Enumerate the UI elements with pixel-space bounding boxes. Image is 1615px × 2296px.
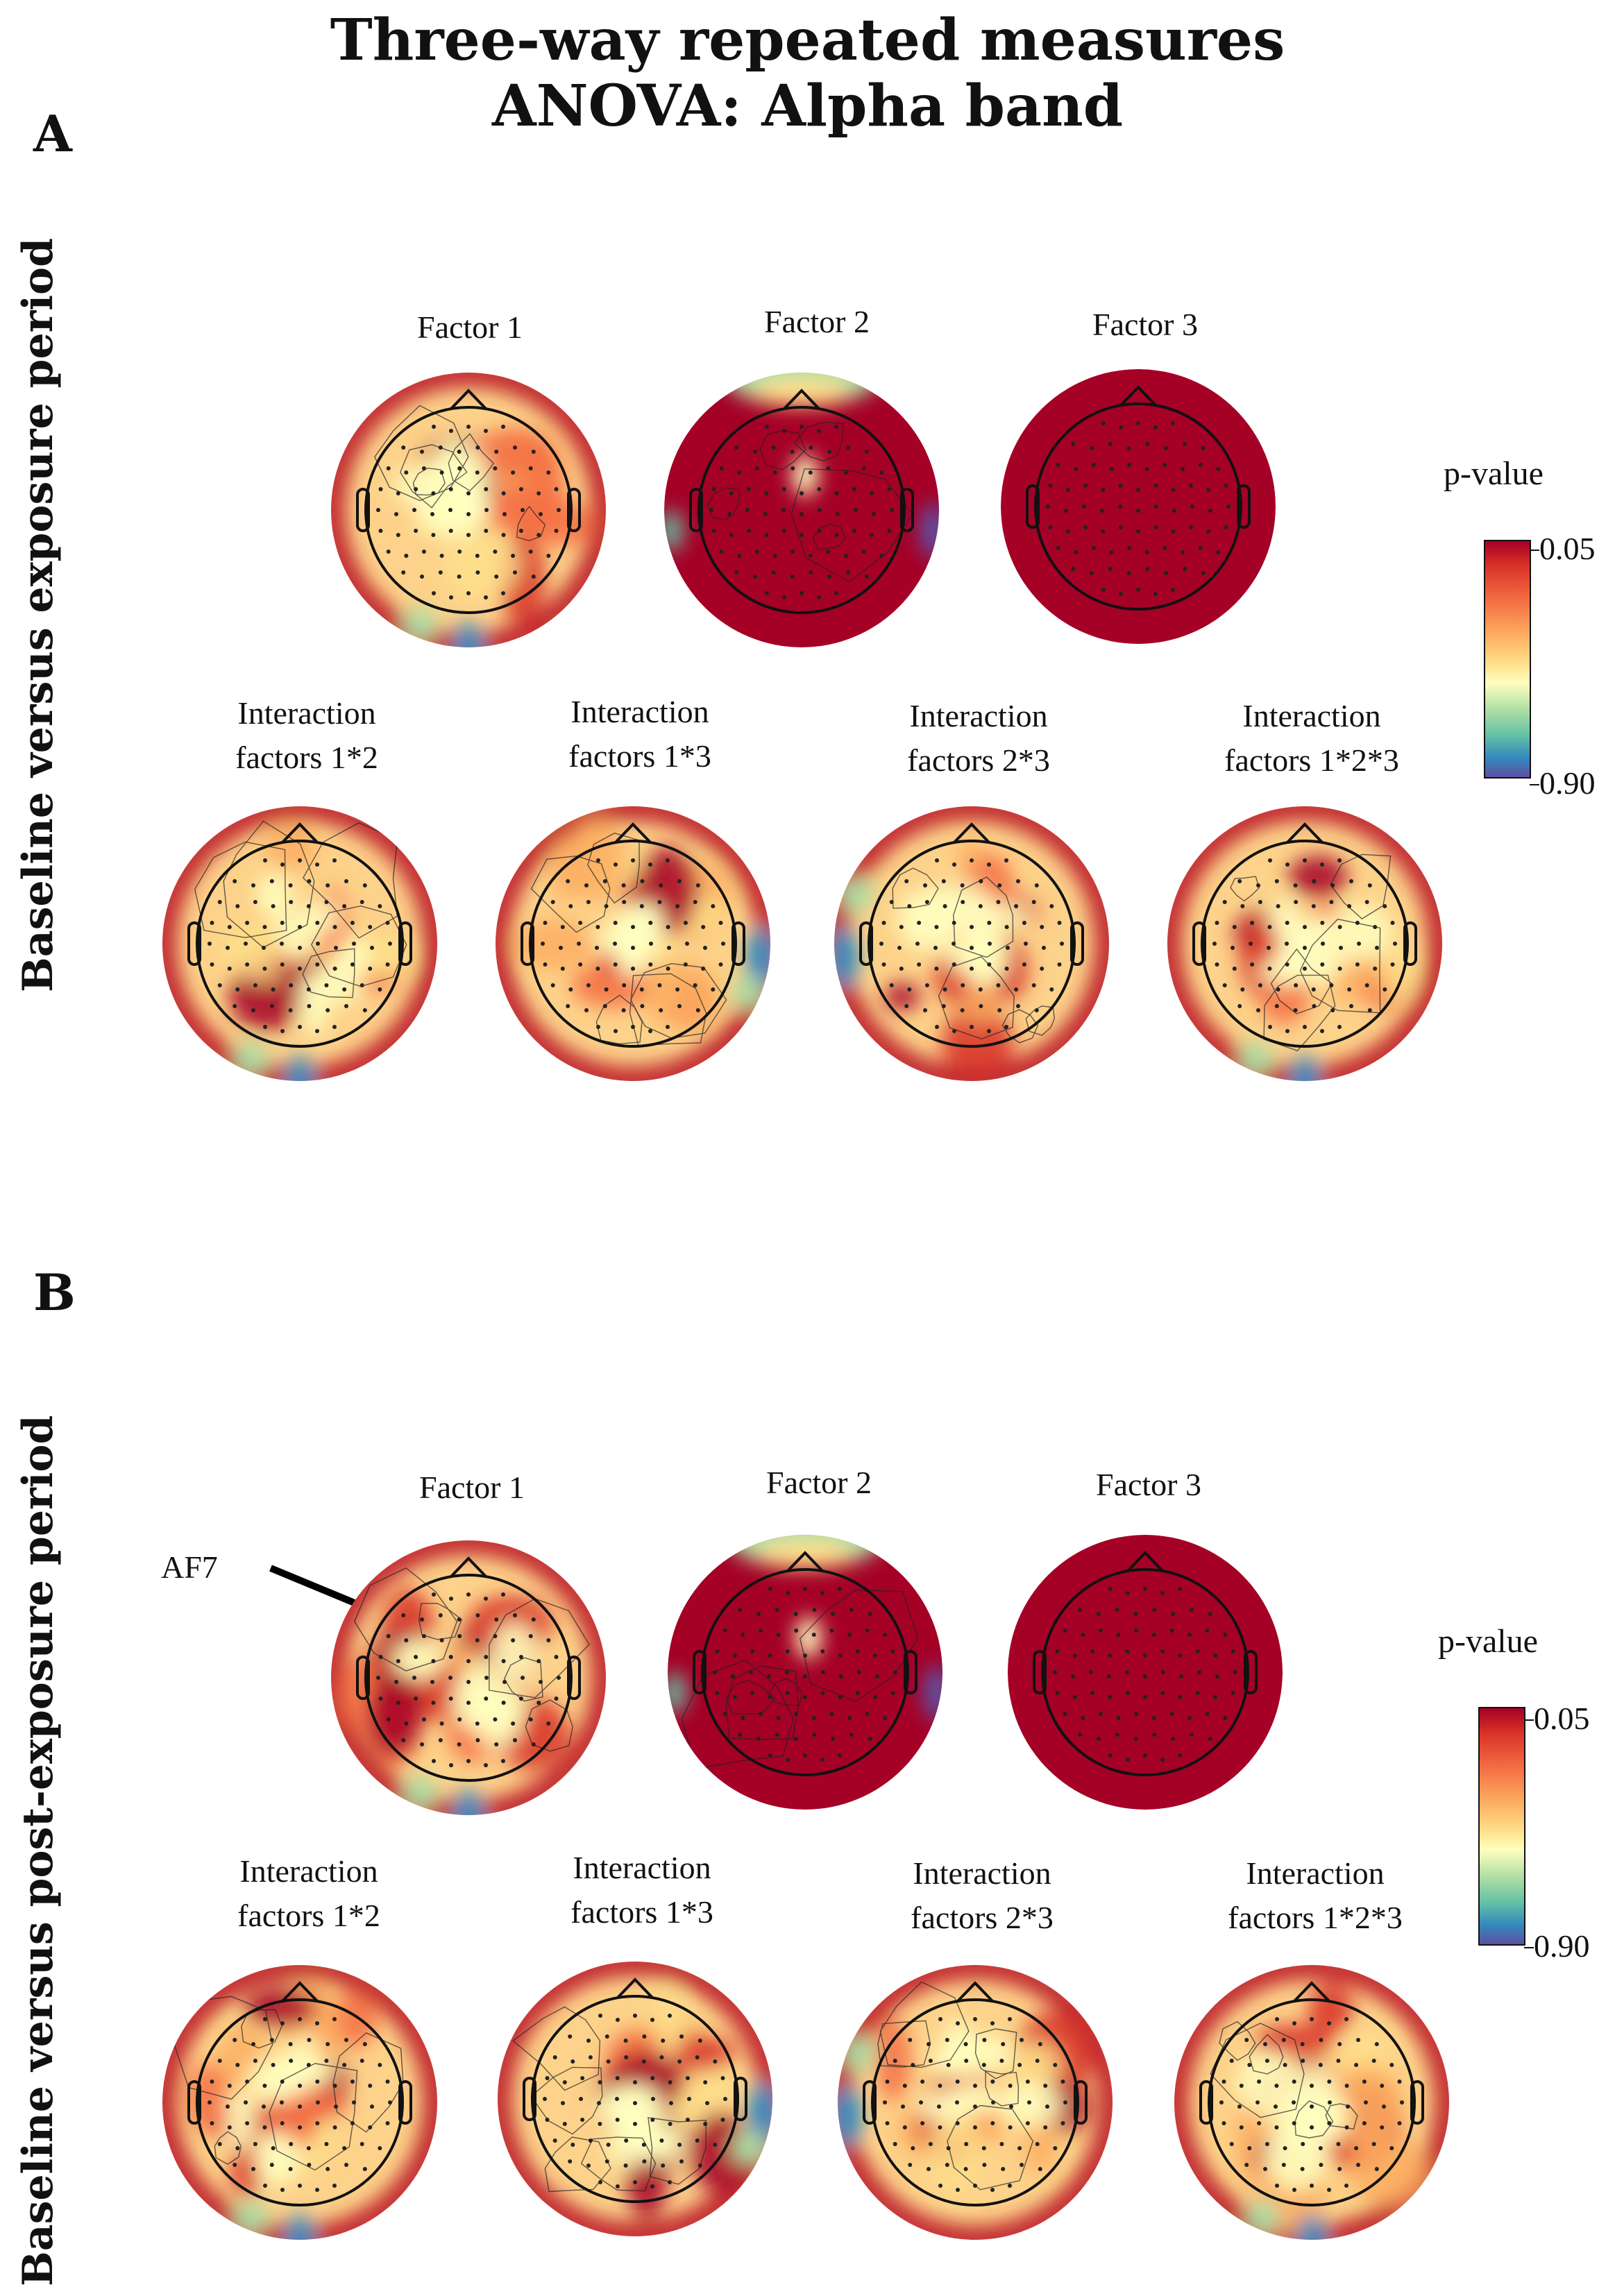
panel-a-colorbar-tick-top — [1530, 550, 1539, 551]
panel-a-colorbar-label-bottom: 0.90 — [1539, 765, 1596, 801]
panel-b-topomap-factor3-field — [1008, 1535, 1283, 1810]
panel-b-topomap-factor1 — [331, 1540, 606, 1815]
panel-b-topomap-factor3-electrodes — [1053, 1587, 1237, 1762]
panel-a-topomap-int123 — [1167, 806, 1442, 1081]
panel-a-topomap-factor1-head-outline — [356, 389, 581, 614]
panel-b-topomap-int12-head-outline — [187, 1981, 412, 2206]
panel-a-label-int13: Interaction factors 1*3 — [568, 694, 711, 774]
panel-a-topomap-int12 — [162, 806, 437, 1081]
panel-a-topomap-factor3 — [1001, 369, 1276, 644]
panel-a-topomap-factor3-head-outline — [1026, 385, 1251, 611]
panel-b-label-int23: Interaction factors 2*3 — [911, 1855, 1054, 1935]
panel-a-label-factor2: Factor 2 — [763, 304, 870, 339]
panel-b-topomap-int12-field — [162, 1965, 437, 2240]
panel-a-topomap-factor2-electrodes — [709, 425, 894, 599]
panel-a-topomap-int13 — [496, 806, 770, 1081]
panel-a-topomap-factor2 — [664, 373, 939, 647]
panel-b-topomap-int123-electrodes — [1219, 2017, 1404, 2192]
panel-b-topomap-factor1-field — [331, 1540, 606, 1815]
panel-b-topomap-factor2-field — [668, 1535, 942, 1810]
panel-b-letter: B — [33, 1263, 76, 1322]
panel-b-topomap-factor2-head-outline — [693, 1551, 918, 1776]
panel-a-topomap-int12-electrodes — [208, 858, 392, 1033]
panel-b-topomap-int123-field — [1174, 1965, 1449, 2240]
panel-a-topomap-int123-head-outline — [1192, 822, 1417, 1048]
panel-b-topomap-int12 — [162, 1965, 437, 2240]
panel-b-row-label: Baseline versus post-exposure period — [14, 1415, 62, 2286]
panel-a-topomap-int23 — [834, 806, 1109, 1081]
panel-a-topomap-int13-head-outline — [521, 822, 745, 1048]
panel-a-label-int12: Interaction factors 1*2 — [235, 695, 378, 775]
panel-a-colorbar — [1484, 540, 1531, 779]
panel-b-topomap-int13-head-outline — [523, 1978, 747, 2203]
panel-b-colorbar-tick-bottom — [1524, 1947, 1534, 1948]
panel-a-topomap-int13-field — [496, 806, 770, 1081]
panel-a-topomap-int23-head-outline — [859, 822, 1084, 1048]
panel-a-label-factor1: Factor 1 — [416, 309, 523, 345]
panel-b-label-int123: Interaction factors 1*2*3 — [1228, 1855, 1403, 1935]
panel-a-topomap-factor1-field — [331, 373, 606, 647]
panel-b-colorbar-title: p-value — [1438, 1623, 1538, 1660]
panel-b-topomap-int13 — [498, 1962, 772, 2236]
panel-b-topomap-int123 — [1174, 1965, 1449, 2240]
panel-a-topomap-factor2-field — [664, 373, 939, 647]
panel-a-colorbar-label-top: 0.05 — [1539, 531, 1596, 566]
panel-b-colorbar-label-top: 0.05 — [1534, 1701, 1590, 1736]
panel-b-topomap-factor1-electrodes — [376, 1592, 561, 1767]
panel-b-topomap-factor3-head-outline — [1033, 1551, 1258, 1776]
figure-title-line1: Three-way repeated measures — [330, 7, 1285, 74]
figure-title-line2: ANOVA: Alpha band — [491, 73, 1124, 139]
panel-a-topomap-int123-field — [1167, 806, 1442, 1081]
panel-a-row-label: Baseline versus exposure period — [14, 237, 62, 992]
panel-a-topomap-factor3-electrodes — [1046, 421, 1231, 596]
panel-b-topomap-int12-electrodes — [208, 2017, 392, 2192]
af7-annotation-label: AF7 — [161, 1549, 218, 1585]
panel-b-label-int12: Interaction factors 1*2 — [237, 1853, 380, 1933]
panel-b-topomap-int23-field — [838, 1965, 1113, 2240]
panel-a-topomap-int12-head-outline — [187, 822, 412, 1048]
panel-a-topomap-int12-field — [162, 806, 437, 1081]
panel-b-topomap-int23 — [838, 1965, 1113, 2240]
panel-b-topomap-int13-field — [498, 1962, 772, 2236]
panel-a-topomap-factor1-electrodes — [376, 425, 561, 599]
panel-a-label-factor3: Factor 3 — [1092, 307, 1198, 342]
panel-a-colorbar-tick-bottom — [1530, 784, 1539, 785]
panel-b-topomap-int13-electrodes — [543, 2014, 727, 2188]
panel-b-label-factor3: Factor 3 — [1095, 1467, 1201, 1502]
panel-a-topomap-int123-electrodes — [1212, 858, 1397, 1033]
panel-b-topomap-int123-head-outline — [1199, 1981, 1424, 2206]
panel-a-colorbar-title: p-value — [1444, 455, 1544, 492]
panel-b-topomap-int23-electrodes — [883, 2017, 1067, 2192]
panel-b-colorbar-label-bottom: 0.90 — [1534, 1928, 1590, 1964]
panel-a-topomap-factor1 — [331, 373, 606, 647]
panel-b-topomap-factor3 — [1008, 1535, 1283, 1810]
panel-b-topomap-factor2 — [668, 1535, 942, 1810]
panel-b-topomap-factor1-head-outline — [356, 1556, 581, 1782]
panel-a-topomap-factor3-field — [1001, 369, 1276, 644]
panel-a-label-int23: Interaction factors 2*3 — [907, 698, 1050, 778]
panel-b-label-int13: Interaction factors 1*3 — [570, 1850, 713, 1930]
panel-b-label-factor1: Factor 1 — [418, 1470, 525, 1505]
panel-b-topomap-int23-head-outline — [863, 1981, 1088, 2206]
panel-b-colorbar — [1478, 1707, 1525, 1946]
panel-a-topomap-int23-electrodes — [879, 858, 1064, 1033]
panel-a-topomap-int23-field — [834, 806, 1109, 1081]
panel-a-letter: A — [33, 104, 72, 163]
panel-b-colorbar-tick-top — [1524, 1719, 1534, 1721]
panel-b-topomap-factor2-electrodes — [713, 1587, 897, 1762]
panel-a-topomap-factor2-head-outline — [689, 389, 914, 614]
panel-a-label-int123: Interaction factors 1*2*3 — [1224, 698, 1399, 778]
panel-a-topomap-int13-electrodes — [541, 858, 725, 1033]
panel-b-label-factor2: Factor 2 — [766, 1465, 872, 1500]
